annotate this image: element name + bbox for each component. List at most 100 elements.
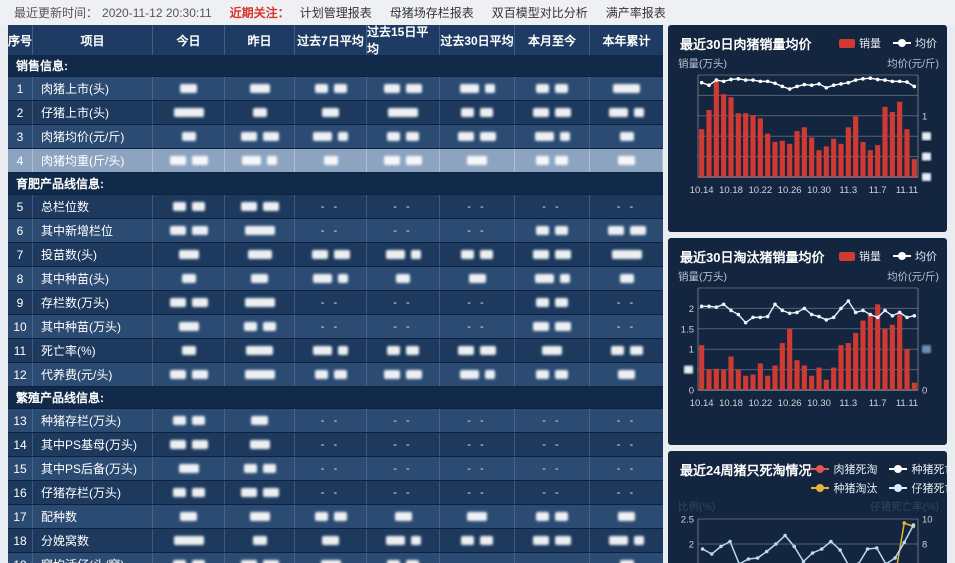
redacted-value (180, 84, 197, 93)
bar (757, 363, 763, 390)
nav-link-1[interactable]: 计划管理报表 (299, 6, 372, 20)
row-label: 仔猪上市(头) (33, 101, 153, 124)
table-row-10[interactable]: 10 其中种苗(万头) - - - - - - - - (8, 315, 663, 339)
table-row-7[interactable]: 7 投苗数(头) (8, 243, 663, 267)
redacted-value (333, 512, 347, 521)
row-label: 其中PS基母(万头) (33, 433, 153, 456)
bar (735, 113, 741, 177)
svg-text:10.22: 10.22 (748, 398, 772, 409)
legend-item[interactable]: 销量 (839, 35, 881, 51)
table-cell (225, 433, 295, 456)
bar (882, 106, 888, 177)
table-row-12[interactable]: 12 代养费(元/头) (8, 363, 663, 387)
table-row-13[interactable]: 13 种猪存栏(万头) - - - - - - - - - - (8, 409, 663, 433)
table-cell (515, 125, 590, 148)
bar (882, 328, 888, 390)
chart-legend: 销量 均价 (839, 35, 937, 51)
table-cell (515, 553, 590, 563)
table-cell: - - (515, 457, 590, 480)
redacted-value (536, 156, 549, 165)
svg-text:11.3: 11.3 (839, 185, 857, 196)
table-cell (225, 219, 295, 242)
table-row-14[interactable]: 14 其中PS基母(万头) - - - - - - - - - - (8, 433, 663, 457)
table-row-4[interactable]: 4 肉猪均重(斤/头) (8, 149, 663, 173)
redacted-value (338, 346, 348, 355)
table-cell (225, 409, 295, 432)
table-row-8[interactable]: 8 其中种苗(头) (8, 267, 663, 291)
redacted-value (458, 346, 474, 355)
table-row-2[interactable]: 2 仔猪上市(头) (8, 101, 663, 125)
table-row-3[interactable]: 3 肉猪均价(元/斤) (8, 125, 663, 149)
table-row-9[interactable]: 9 存栏数(万头) - - - - - - - - (8, 291, 663, 315)
legend-item[interactable]: 种猪淘汰 (811, 480, 877, 496)
table-row-17[interactable]: 17 配种数 (8, 505, 663, 529)
redacted-value (252, 108, 267, 117)
row-label: 其中PS后备(万头) (33, 457, 153, 480)
redacted-value (542, 346, 562, 355)
table-row-18[interactable]: 18 分娩窝数 (8, 529, 663, 553)
table-row-15[interactable]: 15 其中PS后备(万头) - - - - - - - - - - (8, 457, 663, 481)
legend-item[interactable]: 销量 (839, 248, 881, 264)
nav-link-2[interactable]: 母猪场存栏报表 (389, 6, 474, 20)
chart-title: 最近30日肉猪销量均价 (680, 37, 812, 52)
table-row-16[interactable]: 16 仔猪存栏(万头) - - - - - - - - - - (8, 481, 663, 505)
row-label: 代养费(元/头) (33, 363, 153, 386)
redacted-value (191, 156, 208, 165)
legend-item[interactable]: 种猪死亡 (889, 461, 955, 477)
redacted-value (252, 536, 267, 545)
bar (823, 146, 829, 177)
legend-line-dot-icon (811, 484, 830, 492)
table-row-5[interactable]: 5 总栏位数 - - - - - - - - - - (8, 195, 663, 219)
bar (787, 328, 793, 390)
redacted-value (406, 346, 419, 355)
table-row-1[interactable]: 1 肉猪上市(头) (8, 77, 663, 101)
bar (911, 382, 917, 390)
table-cell: - - (295, 481, 367, 504)
bar (860, 320, 866, 390)
redacted-value (533, 536, 549, 545)
redacted-value (617, 156, 635, 165)
redacted-dashes: - - (616, 296, 637, 309)
redacted-dashes: - - (320, 486, 341, 499)
table-cell (590, 243, 663, 266)
redacted-dashes: - - (542, 200, 562, 213)
redacted-dashes: - - (320, 438, 341, 451)
column-header: 序号 (8, 25, 33, 55)
table-cell (295, 267, 367, 290)
svg-text:8: 8 (922, 540, 927, 551)
chart-header: 最近24周猪只死淘情况 肉猪死淘 种猪死亡 种猪淘汰 仔猪死亡 (668, 451, 955, 496)
table-row-19[interactable]: 19窝均活仔(头/窝) (8, 553, 663, 563)
table-row-6[interactable]: 6 其中新增栏位 - - - - - - (8, 219, 663, 243)
table-cell (153, 339, 225, 362)
nav-link-4[interactable]: 满产率报表 (605, 6, 666, 20)
redacted-value (534, 132, 554, 141)
legend-item[interactable]: 肉猪死淘 (811, 461, 877, 477)
nav-link-3[interactable]: 双百模型对比分析 (491, 6, 588, 20)
legend-item[interactable]: 均价 (893, 248, 937, 264)
table-row-11[interactable]: 11 死亡率(%) (8, 339, 663, 363)
table-cell (515, 339, 590, 362)
redacted-value (180, 512, 197, 521)
table-cell (225, 339, 295, 362)
redacted-value (385, 250, 405, 259)
legend-item[interactable]: 均价 (893, 35, 937, 51)
row-index: 6 (8, 219, 33, 242)
legend-item[interactable]: 仔猪死亡 (889, 480, 955, 496)
redacted-value (555, 536, 571, 545)
table-cell (153, 101, 225, 124)
bar (904, 349, 910, 390)
redacted-value (609, 108, 628, 117)
redacted-value (629, 226, 646, 235)
table-cell (153, 457, 225, 480)
chart-legend: 销量 均价 (839, 248, 937, 264)
table-cell: - - (367, 291, 440, 314)
bar (809, 137, 815, 177)
svg-text:10.22: 10.22 (748, 185, 772, 196)
chart-panel-pig-sales: 最近30日肉猪销量均价 销量 均价 销量(万头) 均价(元/斤) 1 10.14 10.18 1… (668, 25, 947, 232)
table-cell: - - (515, 481, 590, 504)
bar (721, 94, 727, 177)
table-cell: - - (515, 433, 590, 456)
redacted-value (247, 250, 272, 259)
svg-text:10.30: 10.30 (807, 185, 831, 196)
redacted-value (406, 84, 422, 93)
